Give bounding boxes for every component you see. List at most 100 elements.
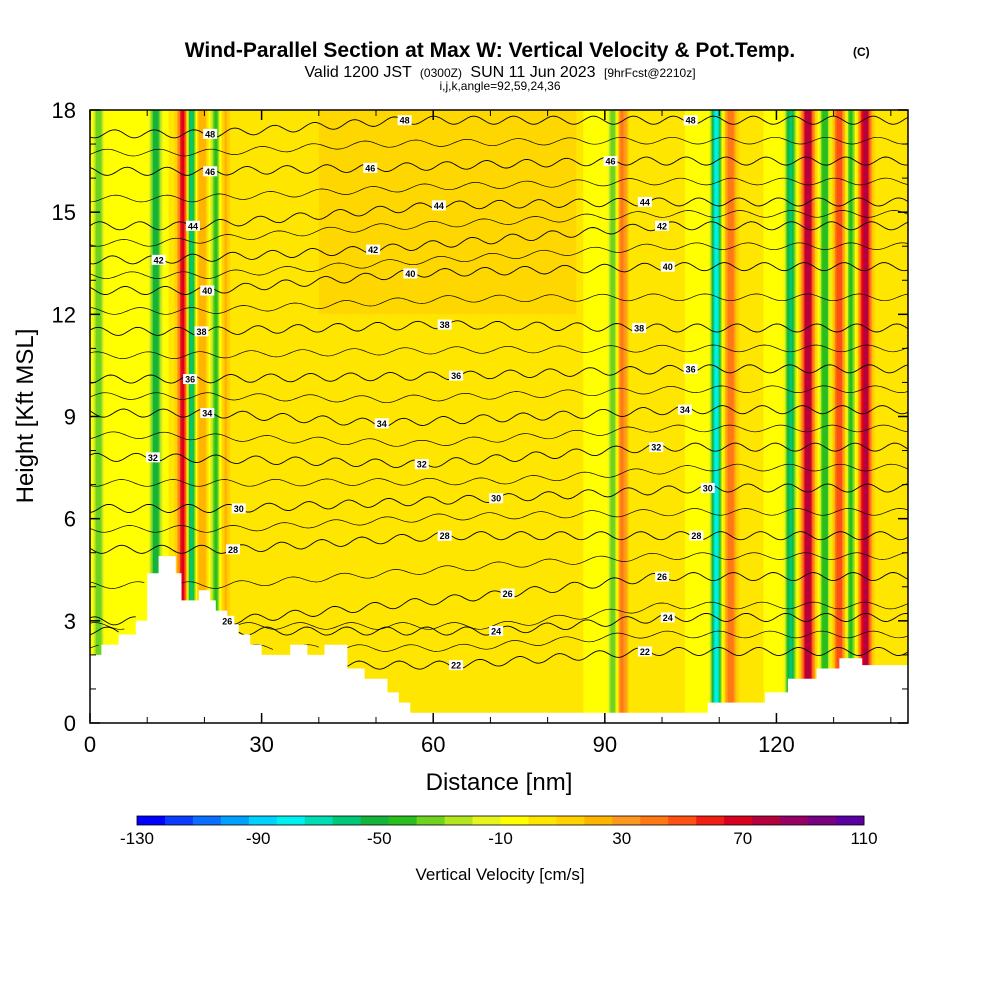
velocity-strip-547 <box>872 110 875 723</box>
velocity-strip-315 <box>540 110 543 723</box>
velocity-strip-432 <box>707 110 710 723</box>
colorbar-swatch-1 <box>164 816 194 825</box>
velocity-strip-21 <box>120 110 123 723</box>
velocity-strip-288 <box>501 110 504 723</box>
velocity-strip-342 <box>579 110 582 723</box>
velocity-strip-457 <box>743 110 746 723</box>
velocity-strip-257 <box>457 110 460 723</box>
theta-contour-minor-12 <box>90 136 908 157</box>
velocity-strip-61 <box>177 110 180 723</box>
theta-contour-24 <box>90 612 908 636</box>
velocity-strip-535 <box>855 110 858 723</box>
velocity-strip-48 <box>158 110 161 723</box>
velocity-strip-53 <box>165 110 168 723</box>
velocity-strip-265 <box>468 110 471 723</box>
subtitle-date: SUN 11 Jun 2023 <box>470 64 595 81</box>
velocity-strip-337 <box>571 110 574 723</box>
velocity-strip-320 <box>547 110 550 723</box>
velocity-strip-424 <box>696 110 699 723</box>
velocity-strip-190 <box>361 110 364 723</box>
velocity-strip-243 <box>437 110 440 723</box>
plot-area <box>90 110 908 723</box>
svg-text:32: 32 <box>148 453 158 463</box>
velocity-strip-487 <box>786 110 789 723</box>
colorbar-swatch-20 <box>696 816 725 825</box>
velocity-strip-275 <box>483 110 486 723</box>
theta-contour-32 <box>90 442 908 469</box>
velocity-strip-231 <box>420 110 423 723</box>
velocity-strip-375 <box>626 110 629 723</box>
velocity-strip-102 <box>235 110 238 723</box>
velocity-strip-272 <box>478 110 482 723</box>
velocity-strip-469 <box>760 110 763 723</box>
velocity-strip-356 <box>599 110 602 723</box>
velocity-strip-136 <box>284 110 287 723</box>
colorbar-frame <box>136 815 865 826</box>
velocity-strip-464 <box>753 110 756 723</box>
colorbar-swatch-16 <box>584 816 613 825</box>
svg-text:26: 26 <box>657 572 667 582</box>
svg-text:38: 38 <box>197 327 207 337</box>
svg-text:22: 22 <box>640 647 650 657</box>
velocity-strip-111 <box>248 110 251 723</box>
svg-text:32: 32 <box>651 443 661 453</box>
terrain <box>90 556 908 723</box>
velocity-strip-170 <box>333 110 336 723</box>
colorbar-tick-1: -90 <box>246 829 271 848</box>
y-tick-label-5: 15 <box>52 200 76 225</box>
velocity-strip-418 <box>687 110 690 723</box>
theta-label-37: 48 <box>203 128 218 139</box>
velocity-strip-95 <box>225 110 228 723</box>
velocity-strip-318 <box>544 110 547 723</box>
velocity-strip-88 <box>215 110 218 723</box>
theta-label-32: 44 <box>431 200 446 211</box>
velocity-strip-148 <box>301 110 304 723</box>
velocity-strip-141 <box>291 110 294 723</box>
velocity-strip-161 <box>320 110 323 723</box>
x-axis-label: Distance [nm] <box>426 769 573 796</box>
velocity-strip-273 <box>480 110 483 723</box>
velocity-strip-252 <box>450 110 453 723</box>
velocity-strip-448 <box>730 110 733 723</box>
velocity-strip-383 <box>637 110 640 723</box>
velocity-strip-304 <box>524 110 527 723</box>
svg-text:42: 42 <box>154 255 164 265</box>
velocity-strip-353 <box>594 110 597 723</box>
velocity-strip-503 <box>809 110 812 723</box>
velocity-strip-459 <box>746 110 749 723</box>
velocity-strip-106 <box>241 110 244 723</box>
theta-label-6: 26 <box>655 571 670 582</box>
velocity-strip-17 <box>114 110 117 723</box>
velocity-strip-374 <box>624 110 627 723</box>
velocity-strip-323 <box>551 110 554 723</box>
velocity-strip-135 <box>283 110 286 723</box>
velocity-strip-412 <box>679 110 682 723</box>
svg-text:28: 28 <box>691 531 701 541</box>
velocity-strip-310 <box>533 110 536 723</box>
velocity-strip-334 <box>567 110 570 723</box>
velocity-strip-314 <box>539 110 542 723</box>
velocity-strip-93 <box>223 110 226 723</box>
svg-text:34: 34 <box>680 405 690 415</box>
velocity-strip-122 <box>264 110 267 723</box>
velocity-strip-347 <box>586 110 589 723</box>
colorbar-swatch-11 <box>444 816 473 825</box>
velocity-strip-41 <box>148 110 151 723</box>
velocity-strip-350 <box>590 110 593 723</box>
velocity-strip-258 <box>458 110 461 723</box>
velocity-strip-406 <box>670 110 673 723</box>
velocity-strip-227 <box>414 110 417 723</box>
velocity-strip-130 <box>275 110 278 723</box>
velocity-strip-213 <box>394 110 397 723</box>
velocity-strip-471 <box>763 110 766 723</box>
velocity-strip-510 <box>819 110 822 723</box>
velocity-strip-364 <box>610 110 613 723</box>
velocity-strip-543 <box>866 110 869 723</box>
velocity-strip-300 <box>519 110 522 723</box>
velocity-strip-169 <box>331 110 334 723</box>
theta-contour-minor-10 <box>90 210 908 247</box>
y-tick-label-1: 3 <box>64 609 76 634</box>
velocity-strip-564 <box>896 110 899 723</box>
velocity-strip-285 <box>497 110 500 723</box>
theta-contour-minor-6 <box>90 385 908 404</box>
